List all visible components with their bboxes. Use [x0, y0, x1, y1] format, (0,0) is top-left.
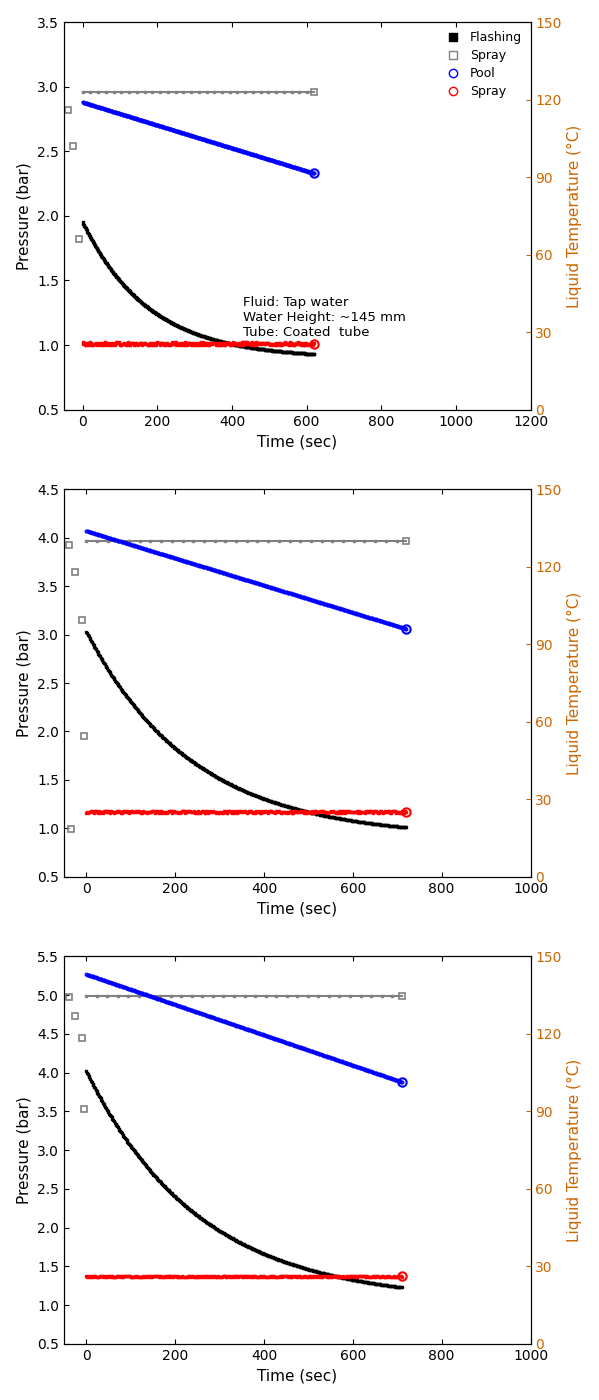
X-axis label: Time (sec): Time (sec) [257, 434, 337, 449]
Y-axis label: Liquid Temperature (°C): Liquid Temperature (°C) [567, 125, 582, 308]
Y-axis label: Pressure (bar): Pressure (bar) [17, 1096, 32, 1204]
X-axis label: Time (sec): Time (sec) [257, 1368, 337, 1383]
Y-axis label: Liquid Temperature (°C): Liquid Temperature (°C) [567, 591, 582, 774]
Y-axis label: Pressure (bar): Pressure (bar) [17, 629, 32, 736]
Legend: Flashing, Spray, Pool, Spray: Flashing, Spray, Pool, Spray [436, 27, 527, 104]
X-axis label: Time (sec): Time (sec) [257, 902, 337, 916]
Y-axis label: Pressure (bar): Pressure (bar) [17, 162, 32, 270]
Y-axis label: Liquid Temperature (°C): Liquid Temperature (°C) [567, 1058, 582, 1242]
Text: Fluid: Tap water
Water Height: ~145 mm
Tube: Coated  tube: Fluid: Tap water Water Height: ~145 mm T… [243, 295, 406, 339]
